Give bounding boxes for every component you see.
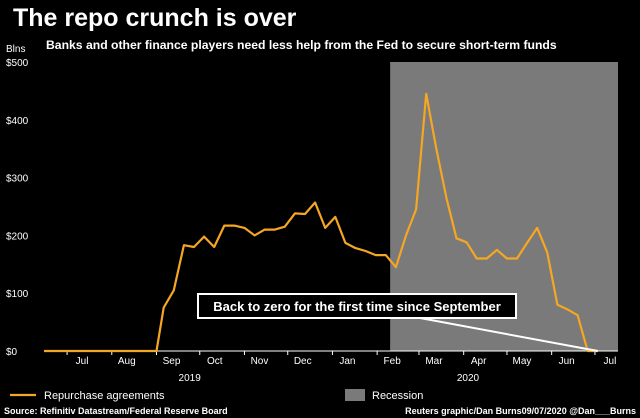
x-tick-label: Nov	[251, 356, 269, 367]
legend-label-recession: Recession	[372, 390, 423, 402]
x-tick-label: Oct	[207, 356, 223, 367]
chart-subtitle: Banks and other finance players need les…	[46, 38, 557, 52]
chart-title: The repo crunch is over	[13, 4, 297, 32]
source-note: Source: Refinitiv Datastream/Federal Res…	[4, 406, 228, 416]
year-label: 2019	[179, 373, 202, 384]
x-tick-label: Mar	[425, 356, 443, 367]
y-tick-label: $200	[6, 231, 29, 242]
x-tick-label: Jul	[76, 356, 89, 367]
x-tick-label: Jan	[339, 356, 355, 367]
x-tick-layer: Jul Aug Sep Oct Nov Dec Jan Feb Mar Apr May Jun Jul 2…	[66, 351, 617, 384]
annotation-text: Back to zero for the first time since Se…	[213, 299, 501, 314]
annotation: Back to zero for the first time since Se…	[197, 293, 598, 352]
series-line-repurchase-agreements	[44, 92, 598, 353]
y-axis-label: Blns	[6, 44, 25, 55]
legend-label-repurchase-agreements: Repurchase agreements	[44, 390, 165, 402]
footer: Source: Refinitiv Datastream/Federal Res…	[4, 406, 636, 416]
x-tick-label: Jul	[604, 356, 617, 367]
credit-note: Reuters graphic/Dan Burns09/07/2020 @Dan…	[405, 406, 636, 416]
year-label: 2020	[457, 373, 480, 384]
x-tick-label: Feb	[384, 356, 402, 367]
x-tick-label: Apr	[471, 356, 487, 367]
annotation-box	[197, 293, 517, 319]
y-tick-label: $300	[6, 174, 29, 185]
y-tick-label: $100	[6, 289, 29, 300]
x-tick-label: Aug	[118, 356, 136, 367]
x-tick-label: May	[512, 356, 531, 367]
x-tick-label: Dec	[294, 356, 312, 367]
y-tick-label: $0	[6, 347, 18, 358]
x-tick-label: Jun	[559, 356, 575, 367]
legend: Repurchase agreements Recession	[10, 389, 423, 402]
y-tick-label: $400	[6, 116, 29, 127]
legend-swatch-recession	[345, 389, 365, 401]
series-layer	[44, 92, 598, 353]
annotation-pointer-line	[419, 317, 598, 352]
x-tick-label: Sep	[163, 356, 181, 367]
y-tick-label: $500	[6, 58, 29, 69]
y-tick-layer: $500 $400 $300 $200 $100 $0	[6, 58, 29, 358]
